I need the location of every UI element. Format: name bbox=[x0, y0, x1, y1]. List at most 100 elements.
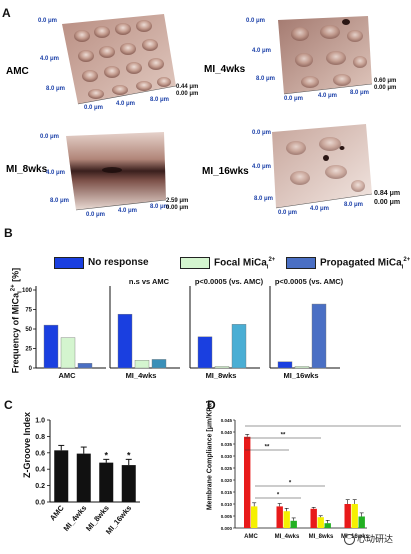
bar bbox=[277, 361, 293, 369]
y-tick-label: 0 bbox=[29, 366, 33, 372]
afm-tick: 4.0 μm bbox=[40, 56, 60, 62]
afm-tick: 4.0 μm bbox=[118, 208, 138, 214]
watermark: 心动研达 bbox=[344, 532, 393, 546]
legend-label-propagated: Propagated MiCai2+ bbox=[320, 257, 411, 271]
afm-tick: 4.0 μm bbox=[116, 101, 136, 107]
afm-tick: 4.0 μm bbox=[46, 170, 66, 176]
bar bbox=[317, 517, 324, 528]
bar bbox=[358, 516, 365, 528]
bar bbox=[276, 506, 283, 528]
y-tick-label: 0.035 bbox=[221, 442, 233, 447]
legend-swatch-propagated bbox=[286, 257, 316, 269]
y-tick-label: 0.040 bbox=[221, 430, 233, 435]
y-tick-label: 0.2 bbox=[35, 483, 45, 490]
bar bbox=[290, 520, 297, 528]
afm-tick: 4.0 μm bbox=[252, 164, 272, 170]
bar bbox=[197, 336, 213, 369]
afm-tick: 8.0 μm bbox=[256, 76, 276, 82]
afm-tick: 8.0 μm bbox=[350, 90, 370, 96]
bar bbox=[283, 511, 290, 528]
afm-tick: 4.0 μm bbox=[310, 206, 330, 212]
bar bbox=[117, 313, 133, 369]
afm-tick: 0.0 μm bbox=[40, 134, 60, 140]
afm-tick: 8.0 μm bbox=[344, 202, 364, 208]
x-tick-label: MI_8wks bbox=[309, 534, 334, 540]
bar bbox=[310, 508, 317, 528]
significance-marker: * bbox=[127, 450, 131, 460]
bar bbox=[60, 337, 76, 369]
bar bbox=[134, 359, 150, 369]
y-tick-label: 0.025 bbox=[221, 466, 233, 471]
afm-tick: 0.0 μm bbox=[278, 210, 298, 216]
bar bbox=[151, 359, 167, 369]
bar bbox=[214, 366, 230, 369]
afm-tick: 0.0 μm bbox=[246, 18, 266, 24]
panel-label-b: B bbox=[4, 226, 13, 240]
afm-tick: 0.0 μm bbox=[86, 212, 106, 218]
afm-tick: 8.0 μm bbox=[46, 86, 66, 92]
legend-label-focal: Focal MiCai2+ bbox=[214, 257, 276, 271]
legend-label-no-response: No response bbox=[88, 257, 149, 268]
afm-tick: 4.0 μm bbox=[318, 93, 338, 99]
significance-marker: ** bbox=[265, 445, 270, 451]
y-tick-label: 0.0 bbox=[35, 500, 45, 507]
x-tick-label: MI_16wks bbox=[283, 371, 318, 380]
panel-label-c: C bbox=[4, 398, 13, 412]
bar bbox=[54, 450, 69, 502]
afm-label-mi-16wks: MI_16wks bbox=[202, 166, 249, 177]
significance-marker: * bbox=[289, 481, 292, 487]
chart-c-zgroove: 0.00.20.40.60.81.0AMCMI_4wks*MI_8wks*MI_… bbox=[35, 418, 140, 536]
y-tick-label: 0.4 bbox=[35, 467, 45, 474]
legend-swatch-no-response bbox=[54, 257, 84, 269]
afm-tick: 0.0 μm bbox=[38, 18, 58, 24]
afm-tick: 0.0 μm bbox=[252, 130, 272, 136]
legend-swatch-focal bbox=[180, 257, 210, 269]
panel-label-a: A bbox=[2, 6, 11, 20]
bar bbox=[99, 462, 114, 502]
afm-tick: 8.0 μm bbox=[150, 97, 170, 103]
y-tick-label: 1.0 bbox=[35, 418, 45, 425]
afm-tick: 0.00 μm bbox=[166, 205, 189, 211]
y-tick-label: 50 bbox=[25, 327, 32, 333]
afm-tick: 0.00 μm bbox=[374, 85, 397, 91]
x-tick-label: MI_4wks bbox=[275, 534, 300, 540]
bar bbox=[324, 523, 331, 528]
panel-label-d: D bbox=[207, 398, 216, 412]
y-tick-label: 0.030 bbox=[221, 454, 233, 459]
bar bbox=[43, 324, 59, 369]
afm-panel bbox=[62, 14, 373, 211]
y-tick-label: 0.020 bbox=[221, 478, 233, 483]
y-tick-label: 0.045 bbox=[221, 418, 233, 423]
x-tick-label: MI_8wks bbox=[206, 371, 237, 380]
significance-marker: * bbox=[277, 493, 280, 499]
bar bbox=[294, 366, 310, 369]
significance-marker: ** bbox=[281, 433, 286, 439]
y-tick-label: 0.6 bbox=[35, 450, 45, 457]
chart-b-frequency: 0 25 50 75 100 AMC n.s vs AMC MI_4wks p<0.0005 (… bbox=[22, 277, 344, 380]
bar bbox=[231, 324, 247, 369]
afm-tick: 8.0 μm bbox=[50, 198, 70, 204]
wechat-icon bbox=[344, 534, 355, 546]
bar bbox=[121, 465, 136, 502]
afm-tick: 8.0 μm bbox=[254, 196, 274, 202]
y-tick-label: 100 bbox=[22, 288, 33, 294]
bar bbox=[244, 436, 251, 528]
afm-label-mi-4wks: MI_4wks bbox=[204, 64, 246, 75]
bar bbox=[77, 363, 93, 369]
afm-tick: 0.0 μm bbox=[284, 96, 304, 102]
y-tick-label: 75 bbox=[25, 308, 32, 314]
bar bbox=[311, 303, 327, 369]
bar bbox=[344, 504, 351, 528]
bar bbox=[351, 504, 358, 528]
panel-header: p<0.0005 (vs. AMC) bbox=[195, 277, 264, 286]
afm-tick: 8.0 μm bbox=[150, 204, 170, 210]
panel-header: p<0.0005 (vs. AMC) bbox=[275, 277, 344, 286]
x-tick-label: MI_4wks bbox=[126, 371, 157, 380]
afm-label-amc: AMC bbox=[6, 66, 29, 77]
x-tick-label: AMC bbox=[58, 371, 76, 380]
x-tick-label: AMC bbox=[244, 534, 258, 540]
y-tick-label: 0.8 bbox=[35, 434, 45, 441]
y-tick-label: 0.000 bbox=[221, 526, 233, 531]
afm-tick: 0.00 μm bbox=[176, 91, 199, 97]
x-tick-label: MI_16wks bbox=[341, 534, 370, 540]
